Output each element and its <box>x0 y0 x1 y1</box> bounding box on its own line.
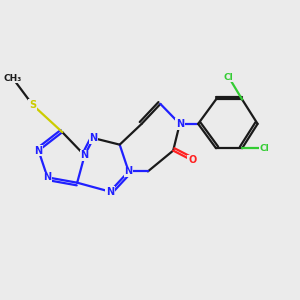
Text: Cl: Cl <box>224 73 234 82</box>
Text: N: N <box>124 167 133 176</box>
Text: N: N <box>44 172 52 182</box>
Text: N: N <box>176 119 184 129</box>
Text: CH₃: CH₃ <box>4 74 22 82</box>
Text: N: N <box>89 133 98 143</box>
Text: N: N <box>106 187 114 196</box>
Text: Cl: Cl <box>260 144 269 153</box>
Text: S: S <box>29 100 36 110</box>
Text: N: N <box>34 146 43 156</box>
Text: O: O <box>188 155 196 165</box>
Text: N: N <box>80 150 89 160</box>
